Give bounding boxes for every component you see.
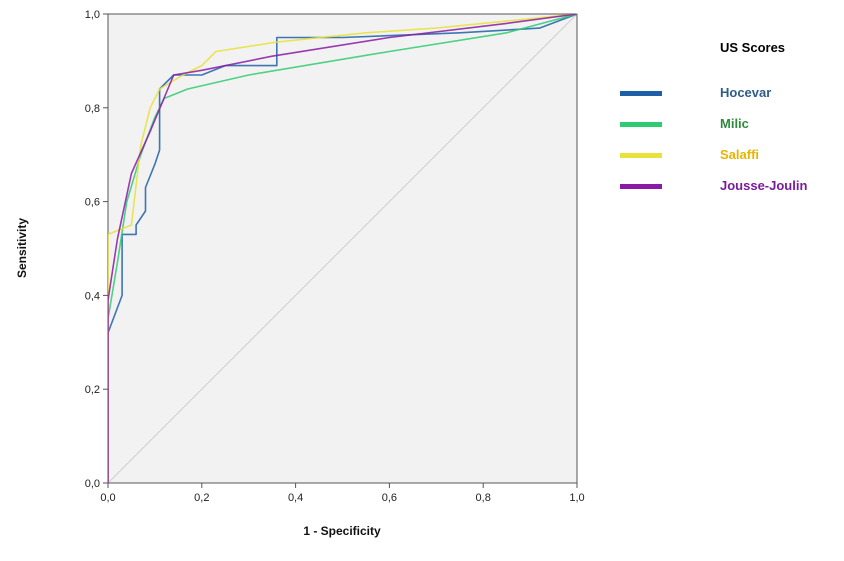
x-axis-title: 1 - Specificity — [303, 524, 381, 538]
x-axis: 0,0 0,2 0,4 0,6 0,8 1,0 — [100, 483, 585, 504]
x-tick-label: 0,2 — [194, 492, 209, 504]
x-tick-label: 1,0 — [569, 492, 584, 504]
legend-label: Hocevar — [720, 85, 771, 100]
series-line-salaffi — [108, 14, 577, 483]
y-tick-label: 0,2 — [85, 384, 100, 396]
legend-label: Salaffi — [720, 147, 759, 162]
y-axis: 0,0 0,2 0,4 0,6 0,8 1,0 — [85, 9, 108, 490]
reference-diagonal — [107, 13, 578, 484]
x-tick-label: 0,4 — [288, 492, 303, 504]
legend-swatch — [620, 122, 662, 127]
y-tick-label: 0,8 — [85, 103, 100, 115]
series-line-jousse-joulin — [108, 14, 577, 483]
legend-label: Milic — [720, 116, 749, 131]
y-tick-label: 1,0 — [85, 9, 100, 21]
legend-swatch — [620, 91, 662, 96]
x-tick-label: 0,6 — [382, 492, 397, 504]
y-tick-label: 0,4 — [85, 290, 100, 302]
legend-title: US Scores — [720, 40, 785, 55]
legend: US Scores Hocevar Milic Salaffi Jousse-Joul… — [620, 40, 807, 193]
legend-swatch — [620, 184, 662, 189]
series-layer — [108, 14, 577, 483]
legend-label: Jousse-Joulin — [720, 178, 807, 193]
x-tick-label: 0,8 — [476, 492, 491, 504]
legend-swatch — [620, 153, 662, 158]
y-axis-title: Sensitivity — [15, 218, 29, 278]
y-tick-label: 0,6 — [85, 197, 100, 209]
y-tick-label: 0,0 — [85, 478, 100, 490]
x-tick-label: 0,0 — [100, 492, 115, 504]
